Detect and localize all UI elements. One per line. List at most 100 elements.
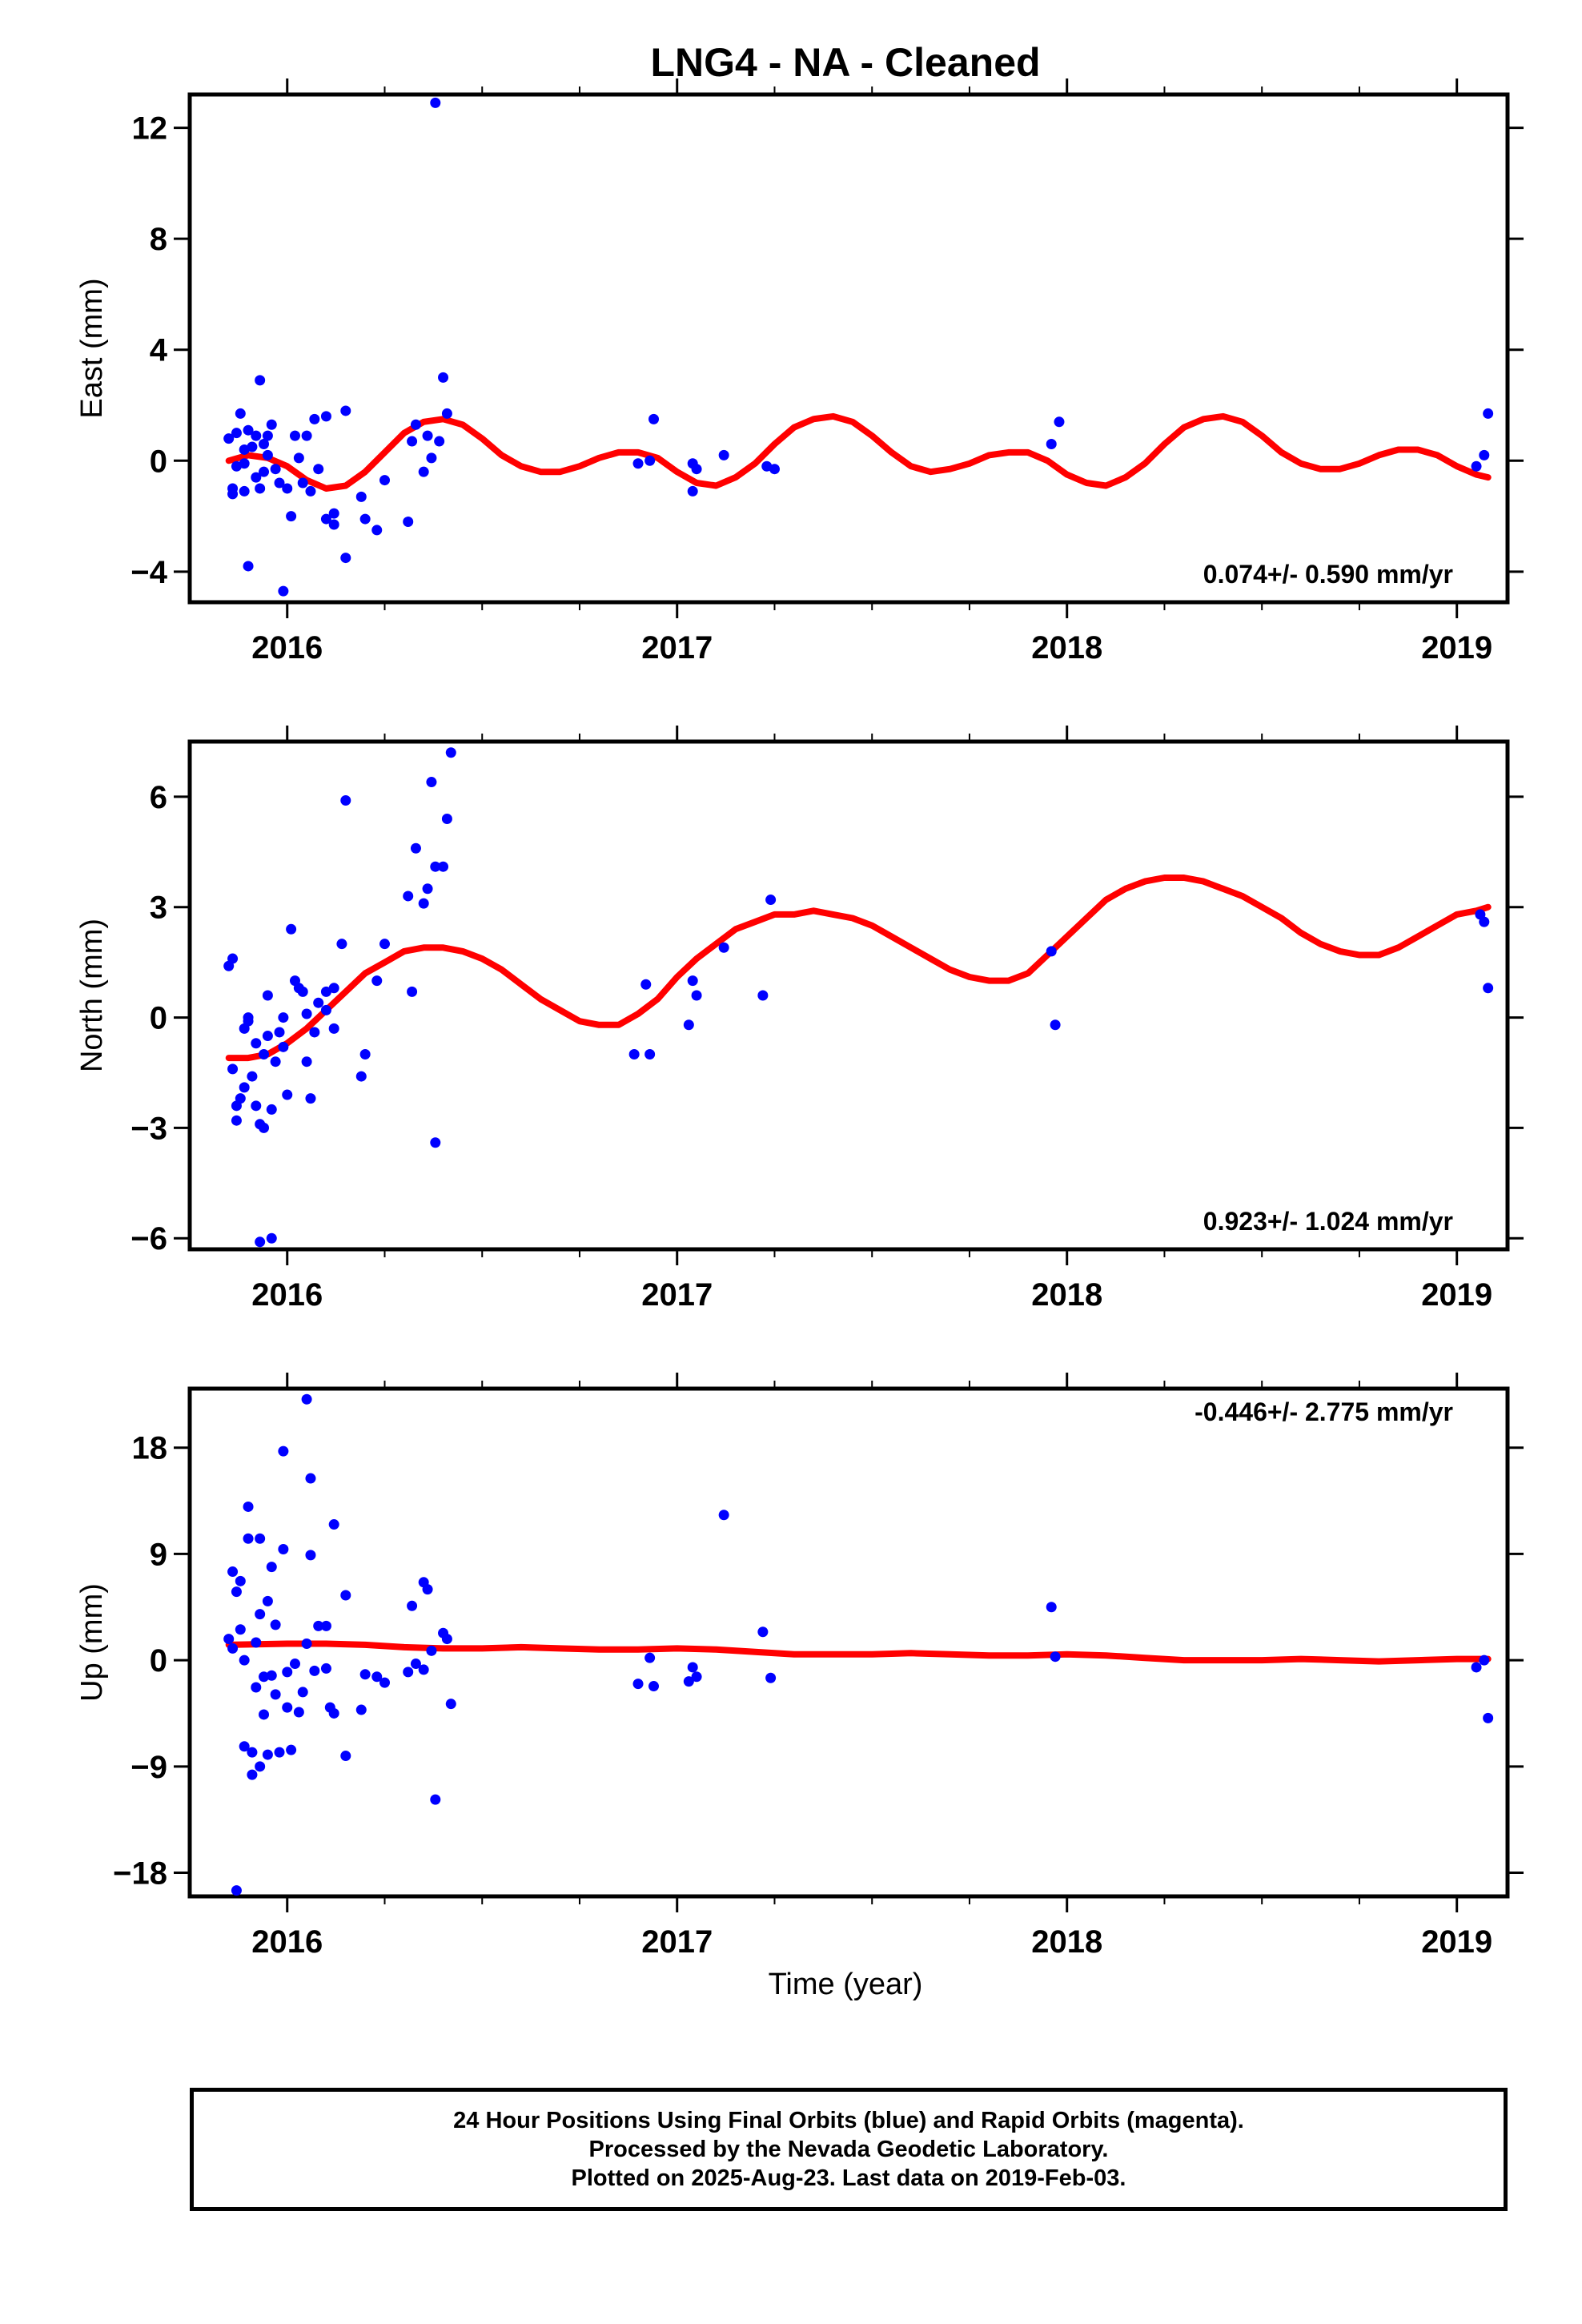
plot-frame — [187, 92, 1510, 605]
data-point — [305, 485, 316, 497]
data-point — [430, 1137, 441, 1148]
y-tick-label: 9 — [150, 1537, 167, 1572]
data-point — [293, 1707, 304, 1718]
data-point — [227, 1642, 239, 1654]
data-point — [403, 1667, 414, 1678]
panel-north: 2016 2017 2018 2019 −6 −3 0 3 6 North (mm) 0.923+/… — [75, 726, 1524, 1313]
data-point — [270, 1689, 281, 1700]
data-point — [687, 485, 698, 497]
data-point — [259, 466, 270, 477]
data-point — [227, 1566, 239, 1578]
chart-title: LNG4 - NA - Cleaned — [650, 40, 1040, 85]
y-tick-label: −9 — [130, 1750, 167, 1785]
data-point — [286, 923, 297, 935]
data-point — [628, 1049, 640, 1060]
data-point — [1479, 449, 1490, 460]
data-point — [644, 1049, 656, 1060]
data-point — [266, 1232, 277, 1244]
data-point — [231, 1115, 242, 1126]
data-point — [278, 1445, 289, 1457]
data-point — [313, 1620, 324, 1631]
x-tick-label: 2016 — [251, 1277, 323, 1313]
data-point — [644, 1652, 656, 1663]
data-point — [262, 430, 273, 441]
y-tick-label: −3 — [130, 1111, 167, 1146]
data-point — [266, 1104, 277, 1115]
data-point — [243, 424, 254, 436]
data-point — [430, 861, 441, 872]
y-tick-label: 6 — [150, 780, 167, 815]
data-point — [243, 1012, 254, 1023]
data-point — [379, 1677, 390, 1688]
data-point — [223, 1634, 235, 1645]
data-point — [640, 979, 652, 990]
data-point — [239, 1655, 250, 1666]
data-point — [687, 1662, 698, 1673]
data-point — [765, 895, 777, 906]
data-point — [293, 452, 304, 464]
data-point — [757, 990, 769, 1001]
data-point — [259, 1671, 270, 1683]
data-point — [289, 1659, 300, 1670]
data-point — [410, 842, 421, 854]
data-point — [379, 475, 390, 486]
data-point — [231, 1586, 242, 1598]
x-tick-label: 2017 — [641, 1924, 713, 1960]
data-point — [407, 1600, 418, 1611]
data-point — [286, 1744, 297, 1755]
data-point — [1483, 983, 1494, 994]
data-point — [297, 1687, 308, 1698]
data-point — [1046, 1602, 1057, 1613]
x-tick-label: 2016 — [251, 630, 323, 665]
data-point — [313, 997, 324, 1008]
rate-annotation: -0.446+/- 2.775 mm/yr — [1195, 1397, 1453, 1426]
data-point — [445, 747, 456, 758]
data-point — [683, 1019, 694, 1031]
data-point — [320, 1663, 331, 1674]
data-point — [255, 1533, 266, 1544]
data-point — [359, 1669, 371, 1680]
data-point — [239, 458, 250, 469]
data-point — [422, 1584, 433, 1595]
data-point — [235, 1624, 246, 1635]
data-point — [769, 464, 780, 475]
data-point — [410, 1659, 421, 1670]
data-point — [445, 1699, 456, 1710]
y-tick-label: 4 — [150, 333, 168, 368]
data-point — [255, 1609, 266, 1620]
data-point — [278, 1544, 289, 1555]
x-tick-label: 2018 — [1031, 630, 1102, 665]
data-point — [691, 1671, 702, 1683]
y-tick-label: 12 — [132, 111, 168, 147]
data-point — [371, 975, 383, 987]
data-point — [691, 990, 702, 1001]
data-point — [403, 517, 414, 528]
data-point — [1050, 1019, 1061, 1031]
data-point — [235, 1093, 246, 1104]
y-axis-label: Up (mm) — [75, 1583, 109, 1702]
data-point — [251, 1682, 262, 1693]
data-point — [259, 1122, 270, 1133]
y-tick-label: 3 — [150, 891, 167, 926]
data-point — [644, 455, 656, 466]
x-tick-label: 2016 — [251, 1924, 323, 1960]
data-point — [1483, 408, 1494, 419]
fit-curve — [225, 412, 1492, 492]
plot-frame — [187, 1386, 1510, 1899]
data-point — [355, 1071, 367, 1082]
data-point — [266, 419, 277, 430]
data-point — [266, 1562, 277, 1573]
y-tick-label: −6 — [130, 1221, 167, 1256]
caption-line: Plotted on 2025-Aug-23. Last data on 201… — [571, 2165, 1126, 2191]
data-point — [407, 436, 418, 447]
data-point — [259, 1709, 270, 1720]
data-point — [434, 436, 445, 447]
y-tick-label: 0 — [150, 1643, 167, 1679]
caption-line: Processed by the Nevada Geodetic Laborat… — [588, 2137, 1109, 2162]
data-point — [426, 777, 437, 788]
data-point — [262, 449, 273, 460]
data-point — [243, 1501, 254, 1512]
data-point — [235, 408, 246, 419]
data-point — [274, 1747, 285, 1758]
y-tick-label: 18 — [132, 1431, 168, 1466]
